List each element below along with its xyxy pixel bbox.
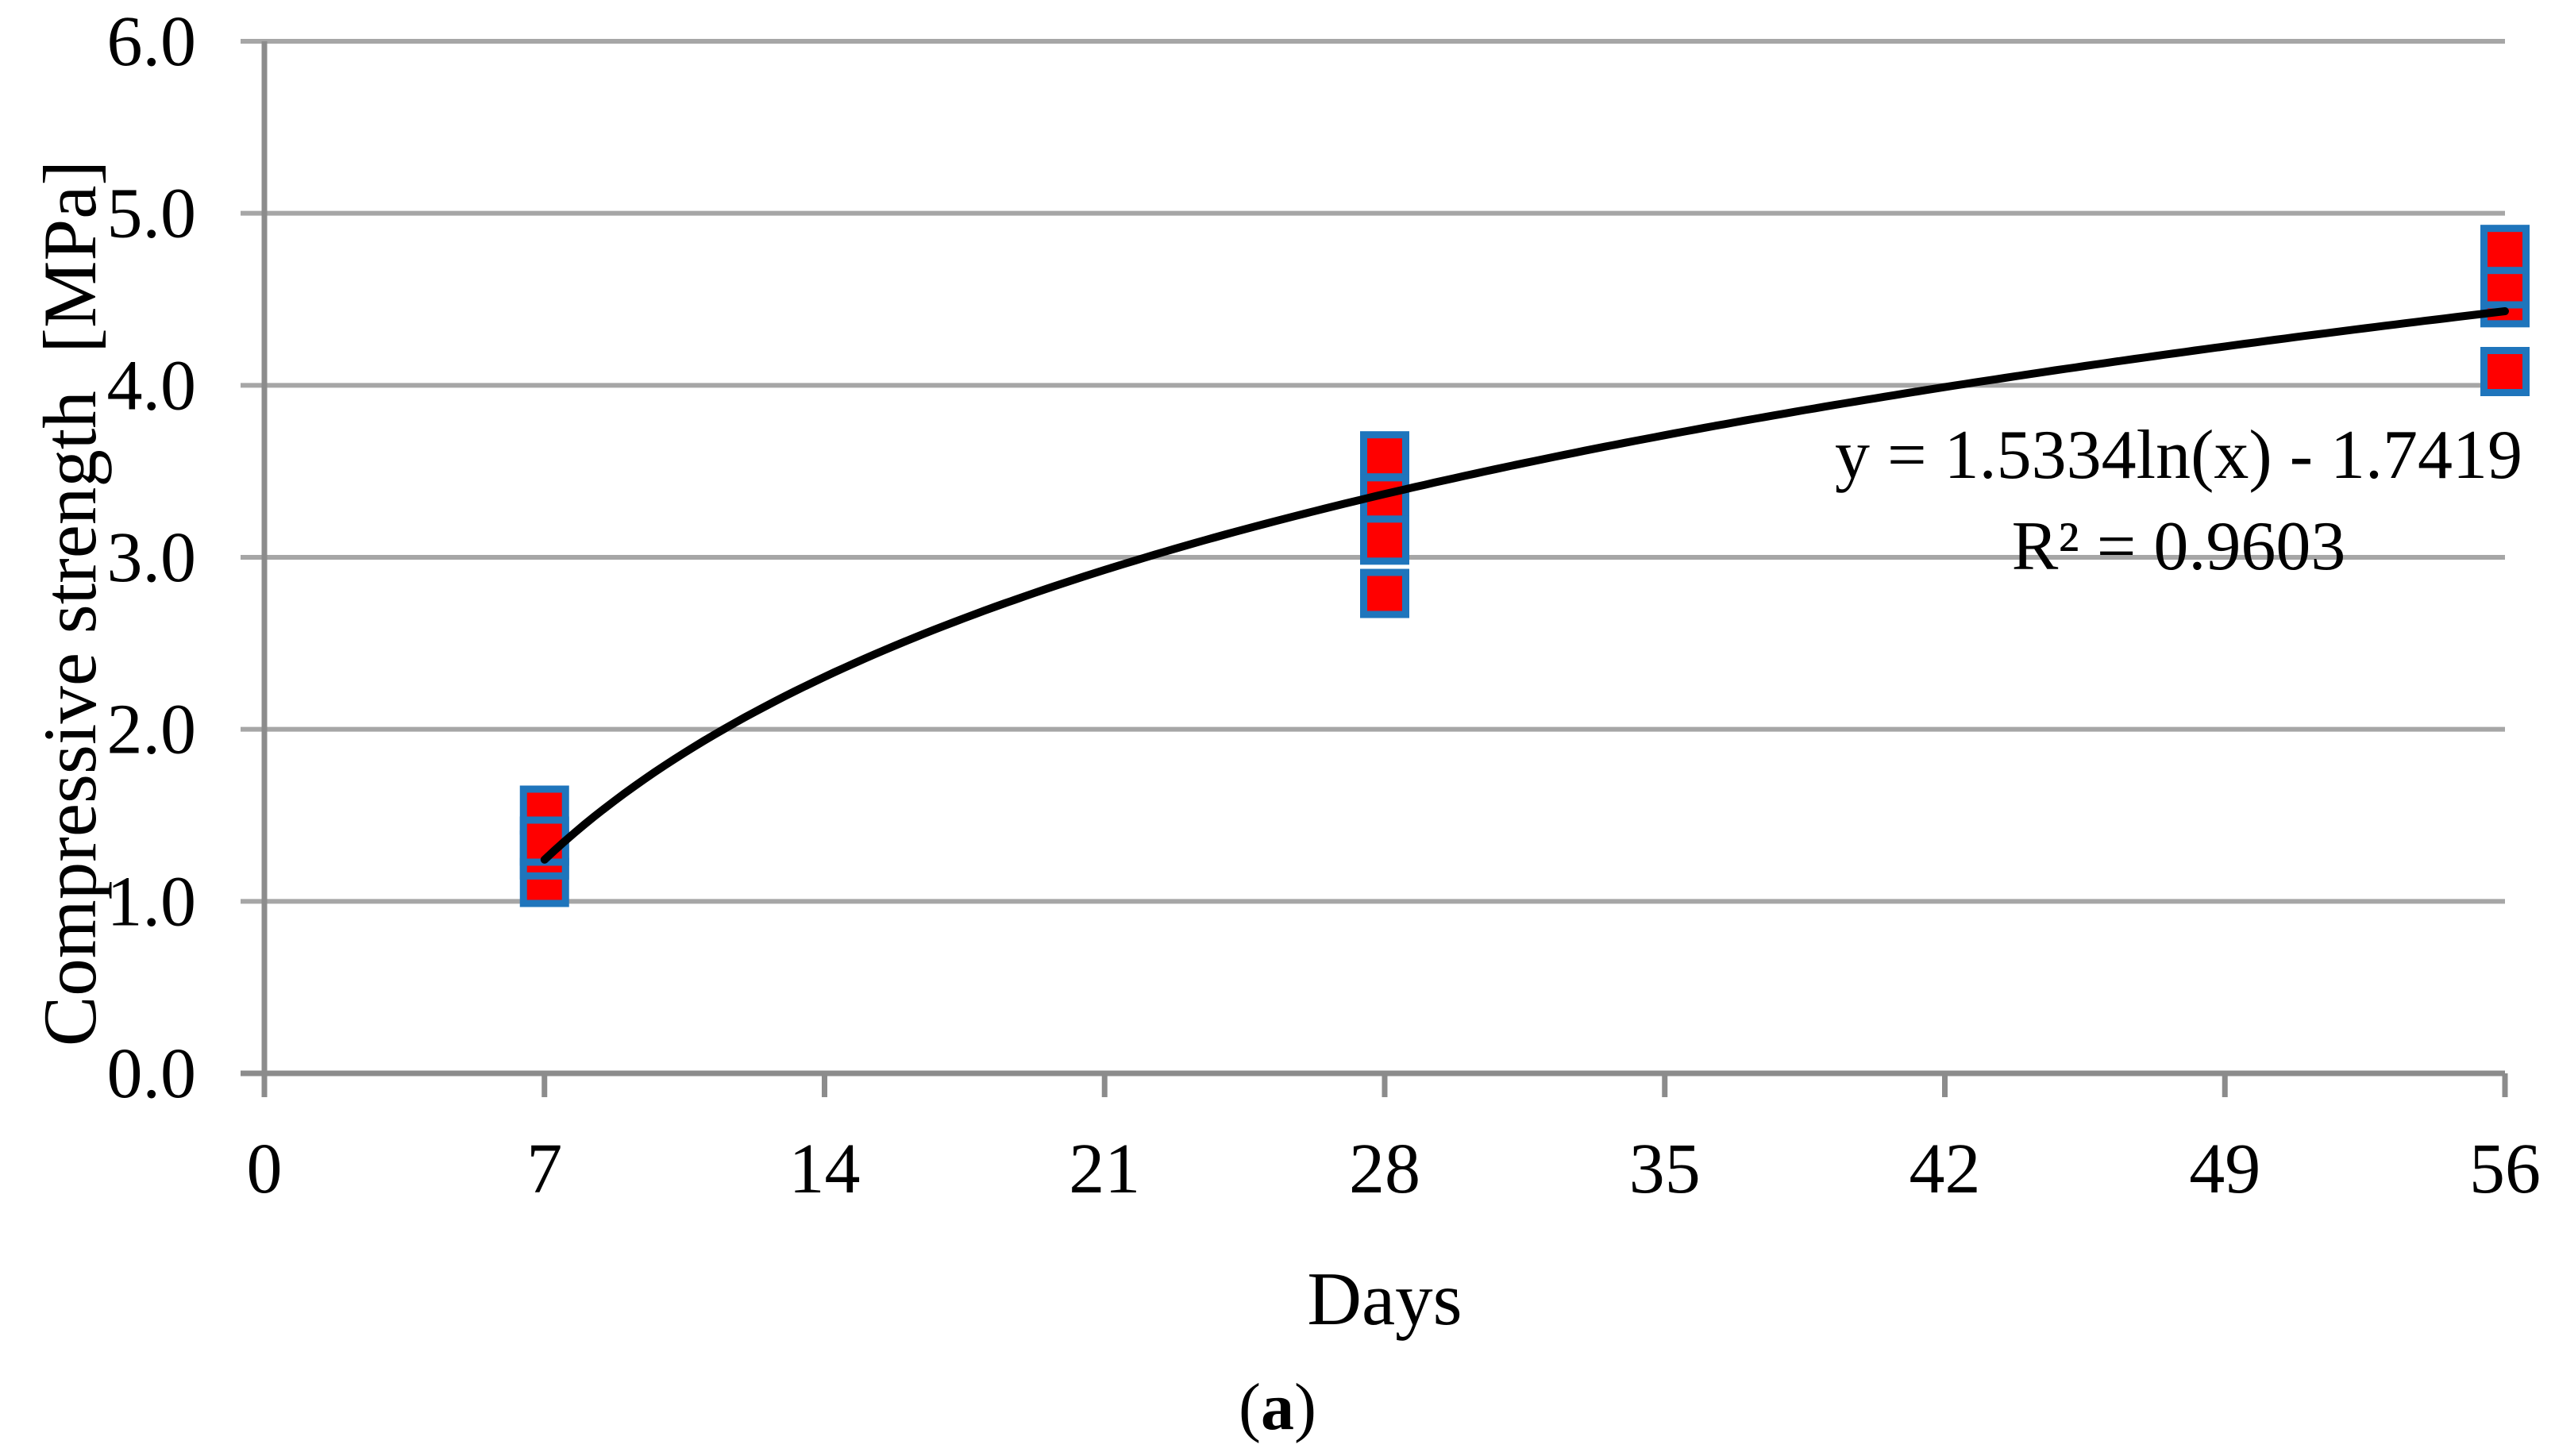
data-point-marker [2480,347,2530,396]
y-tick-label: 3.0 [107,518,197,597]
data-point-marker [1360,431,1409,481]
x-tick-label: 14 [789,1130,861,1208]
x-tick-label: 28 [1349,1130,1420,1208]
x-tick-label: 49 [2189,1130,2260,1208]
x-tick-label: 35 [1629,1130,1701,1208]
caption-paren-open: ( [1239,1370,1261,1444]
y-tick-label: 4.0 [107,346,197,425]
caption-letter: a [1261,1370,1294,1444]
x-tick-label: 56 [2469,1130,2541,1208]
data-point-marker [2480,225,2530,275]
data-point-marker [1360,515,1409,565]
y-tick-label: 5.0 [107,175,197,253]
x-axis-title: Days [1307,1257,1462,1341]
figure-caption: (a) [1239,1370,1316,1444]
x-tick-label: 7 [526,1130,562,1208]
tick-marks-group [261,1073,2508,1097]
y-tick-label: 0.0 [107,1034,197,1113]
y-tick-label: 1.0 [107,862,197,941]
y-tick-label: 6.0 [107,2,197,81]
y-axis-title: Compressive strength [MPa] [28,160,112,1046]
trendline [540,307,2509,864]
axes-group [241,41,2505,1097]
x-tick-labels-group: 0 7 14 21 28 35 42 49 56 [247,1130,2542,1208]
y-tick-labels-group: 0.0 1.0 2.0 3.0 4.0 5.0 6.0 [107,2,197,1113]
x-tick-label: 42 [1910,1130,1981,1208]
x-tick-label: 0 [247,1130,283,1208]
caption-paren-close: ) [1294,1370,1316,1444]
data-point-marker [1360,568,1409,618]
x-tick-label: 21 [1069,1130,1140,1208]
trendline-group [540,307,2509,864]
trendline-equation: y = 1.5334ln(x) - 1.7419 [1835,417,2522,494]
y-tick-label: 2.0 [107,691,197,769]
trendline-r-squared: R² = 0.9603 [2012,508,2346,585]
